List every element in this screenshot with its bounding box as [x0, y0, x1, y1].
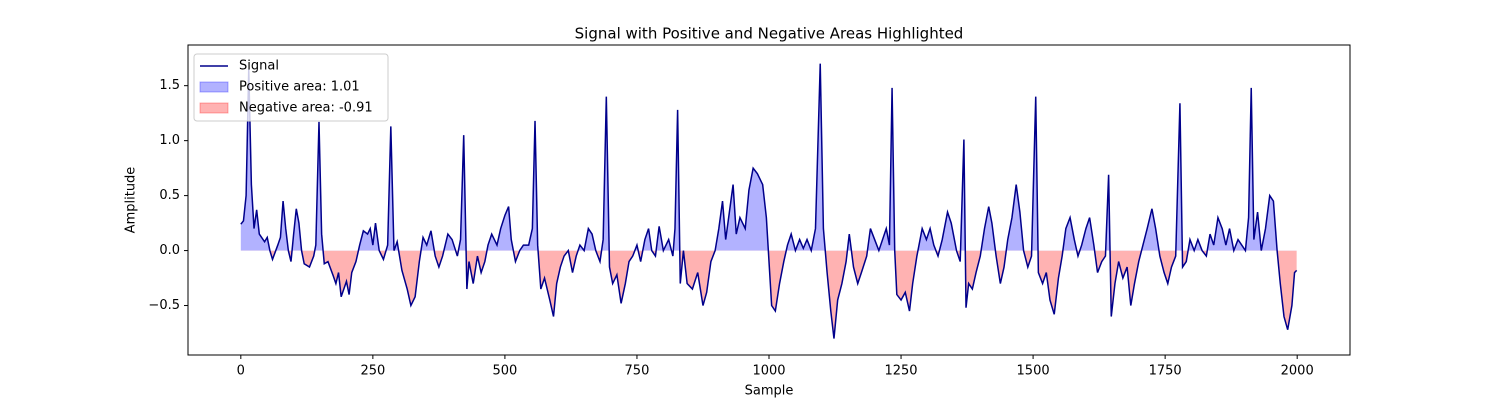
legend-patch: [199, 102, 229, 114]
y-tick-label: 1.0: [159, 133, 180, 148]
x-tick-label: 1500: [1017, 364, 1050, 379]
x-tick-label: 2000: [1281, 364, 1314, 379]
chart-title: Signal with Positive and Negative Areas …: [575, 25, 964, 43]
area-fill: [269, 250, 1297, 339]
legend-label: Positive area: 1.01: [239, 80, 360, 95]
x-axis-label: Sample: [745, 384, 794, 399]
y-tick-label: 0.5: [159, 188, 180, 203]
x-tick-label: 750: [625, 364, 650, 379]
legend-box: [193, 53, 389, 122]
legend-patch: [199, 81, 229, 93]
y-axis-label: Amplitude: [124, 167, 139, 234]
y-tick-label: −0.5: [148, 298, 180, 313]
y-tick-label: 0.0: [159, 243, 180, 258]
signal-line: [240, 63, 1298, 339]
x-tick-label: 0: [237, 364, 245, 379]
legend-label: Negative area: -0.91: [239, 101, 373, 116]
x-tick-label: 1000: [752, 364, 785, 379]
legend-label: Signal: [239, 59, 279, 74]
x-tick-label: 1250: [884, 364, 917, 379]
x-tick-label: 250: [360, 364, 385, 379]
area-fill: [240, 63, 1297, 251]
y-tick-label: 1.5: [159, 78, 180, 93]
x-tick-label: 1750: [1149, 364, 1182, 379]
x-tick-label: 500: [492, 364, 517, 379]
